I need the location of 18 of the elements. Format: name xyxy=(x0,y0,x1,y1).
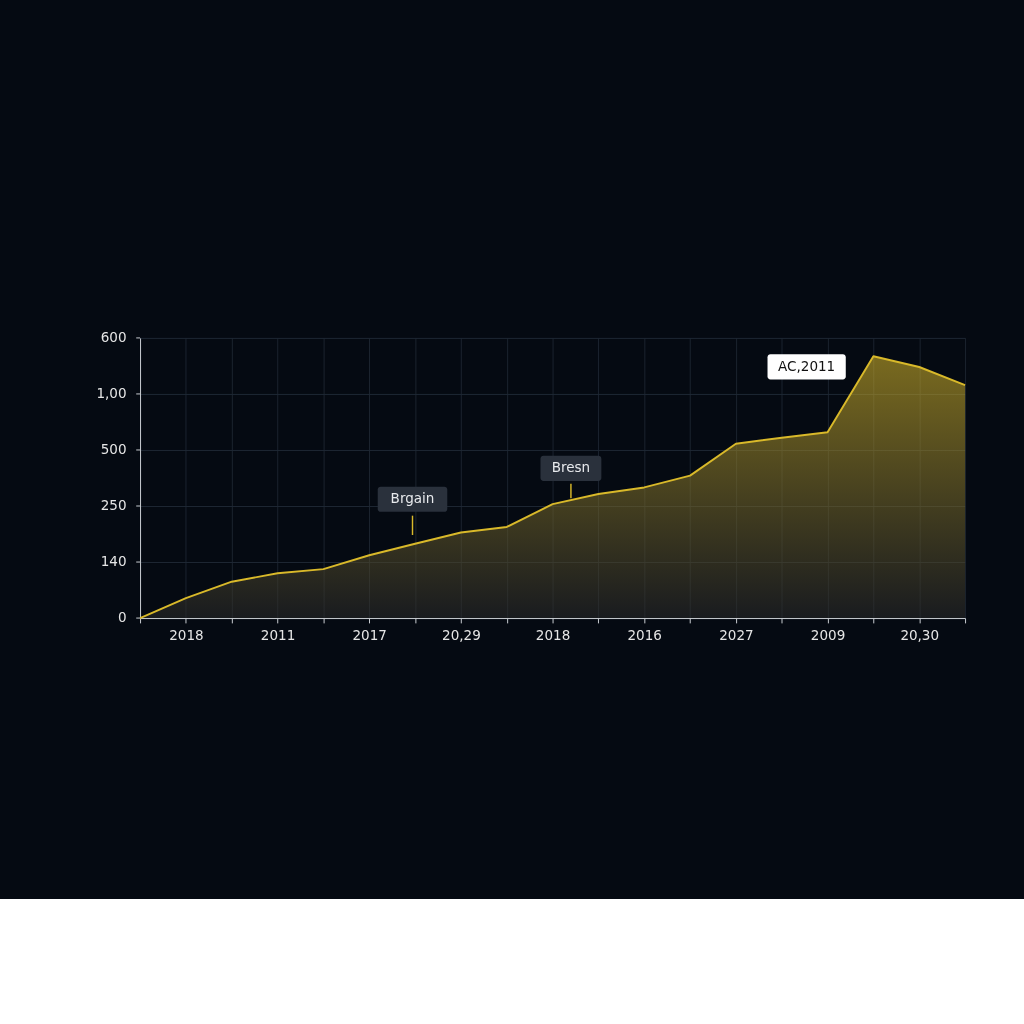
x-tick-label: 2016 xyxy=(627,626,662,643)
text: 1,00 xyxy=(96,384,127,401)
x-tick-label: 2027 xyxy=(719,626,754,643)
text: 0 xyxy=(117,608,127,625)
x-tick-label: 2018 xyxy=(169,626,204,643)
annotation: AC,2011 xyxy=(778,357,836,374)
x-tick-label: 2011 xyxy=(260,626,296,643)
x-tick-label: 20,30 xyxy=(900,626,940,643)
x-tick-label: 2009 xyxy=(810,626,846,643)
text: 600 xyxy=(100,328,127,345)
x-tick-label: 2018 xyxy=(535,626,571,643)
text: 250 xyxy=(100,496,127,513)
x-tick-label: 2017 xyxy=(352,626,387,643)
annotation: Brgain xyxy=(390,490,435,507)
text: 500 xyxy=(100,440,127,457)
annotation: Bresn xyxy=(551,459,591,476)
text: 140 xyxy=(100,552,127,569)
x-tick-label: 20,29 xyxy=(442,626,481,643)
